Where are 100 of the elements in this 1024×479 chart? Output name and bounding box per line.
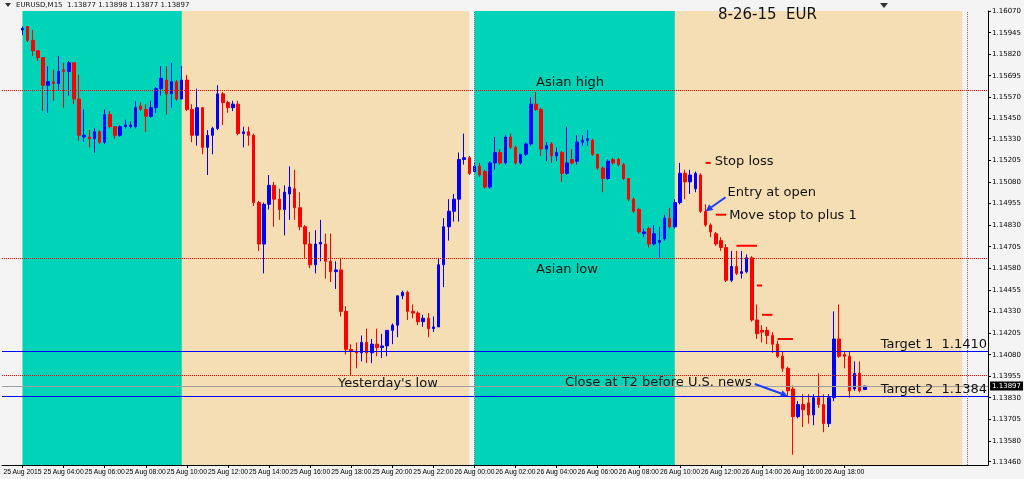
candlestick	[288, 165, 291, 221]
candlestick	[688, 169, 692, 195]
candlestick	[314, 229, 317, 274]
candlestick	[236, 100, 240, 136]
candlestick	[201, 107, 204, 155]
candlestick	[427, 312, 430, 338]
candlestick	[216, 84, 219, 131]
candlestick	[781, 350, 784, 373]
candlestick	[170, 62, 173, 109]
candlestick	[837, 303, 841, 359]
candlestick	[93, 127, 96, 154]
candlestick	[478, 162, 481, 178]
ref-line-label: Yesterday's low	[337, 375, 439, 391]
candlestick	[591, 138, 594, 157]
candlestick	[519, 153, 522, 166]
candlestick	[694, 171, 697, 193]
candlestick	[88, 129, 91, 148]
candlestick	[663, 214, 666, 242]
candlestick	[606, 158, 610, 181]
candlestick	[231, 100, 235, 112]
candlestick	[432, 316, 435, 333]
candlestick	[796, 400, 800, 419]
candlestick	[278, 188, 281, 221]
candlestick	[498, 148, 502, 166]
candlestick	[683, 169, 687, 200]
candlestick	[144, 103, 148, 133]
candlestick	[504, 134, 507, 166]
candlestick	[375, 328, 379, 357]
candlestick	[555, 146, 558, 162]
candlestick	[283, 184, 286, 236]
candlestick	[421, 314, 425, 328]
candlestick	[98, 129, 101, 145]
ref-line-label: Target 1 1.1410	[879, 336, 988, 352]
candlestick	[134, 100, 137, 129]
candlestick	[575, 134, 579, 166]
candlestick	[334, 260, 338, 290]
candlestick	[617, 157, 620, 167]
candlestick	[180, 65, 183, 100]
candlestick	[622, 162, 625, 181]
candlestick	[252, 133, 255, 207]
candlestick	[206, 129, 209, 176]
ref-line-label: Target 2 1.1384	[879, 380, 988, 396]
candlestick	[632, 196, 635, 214]
annotation: Entry at open	[727, 183, 816, 199]
candlestick	[647, 226, 651, 248]
annotation: Asian high	[536, 74, 605, 90]
candlestick	[601, 165, 605, 193]
candlestick	[46, 65, 50, 114]
candlestick	[26, 26, 29, 43]
candlestick	[355, 341, 358, 369]
candlestick	[545, 141, 548, 162]
annotation: Asian low	[536, 260, 599, 276]
candlestick	[730, 250, 733, 283]
candlestick	[740, 250, 743, 280]
candlestick	[807, 393, 810, 425]
candlestick	[293, 169, 296, 221]
candlestick	[642, 228, 646, 238]
candlestick	[468, 155, 471, 176]
candlestick	[437, 257, 440, 328]
candlestick	[82, 108, 86, 143]
candlestick	[247, 126, 250, 147]
candlestick	[257, 200, 261, 252]
candlestick	[118, 124, 122, 138]
candlestick	[586, 129, 589, 147]
candlestick	[365, 328, 368, 364]
candlestick	[801, 393, 805, 428]
candlestick	[668, 207, 671, 230]
annotation: Stop loss	[714, 153, 774, 169]
candlestick	[627, 177, 630, 202]
chart-title: 8-26-15 EUR	[718, 4, 817, 23]
candlestick	[195, 88, 199, 147]
candlestick	[709, 222, 712, 238]
candlestick	[211, 126, 214, 155]
candlestick	[242, 126, 245, 148]
candlestick	[139, 101, 142, 112]
candlestick	[560, 150, 564, 183]
annotation: Move stop to plus 1	[729, 207, 857, 223]
candlestick	[570, 148, 574, 166]
candlestick	[124, 119, 127, 129]
candlestick	[565, 126, 569, 176]
candlestick	[391, 322, 394, 345]
candlestick	[401, 290, 404, 300]
candlestick	[611, 157, 615, 166]
candlestick	[67, 60, 71, 97]
candlestick	[514, 145, 517, 166]
candlestick	[129, 120, 132, 129]
candlestick	[509, 133, 512, 150]
candlestick	[57, 55, 60, 91]
candlestick	[771, 331, 774, 354]
candlestick	[699, 172, 702, 214]
candlestick	[658, 226, 661, 259]
candlestick	[319, 219, 322, 262]
candlestick	[272, 181, 276, 228]
candlestick	[396, 295, 399, 338]
candlestick	[704, 203, 707, 228]
candlestick	[483, 169, 487, 190]
candlestick	[103, 108, 106, 145]
candlestick	[843, 350, 846, 369]
candlestick	[853, 360, 856, 392]
candlestick	[406, 290, 409, 321]
